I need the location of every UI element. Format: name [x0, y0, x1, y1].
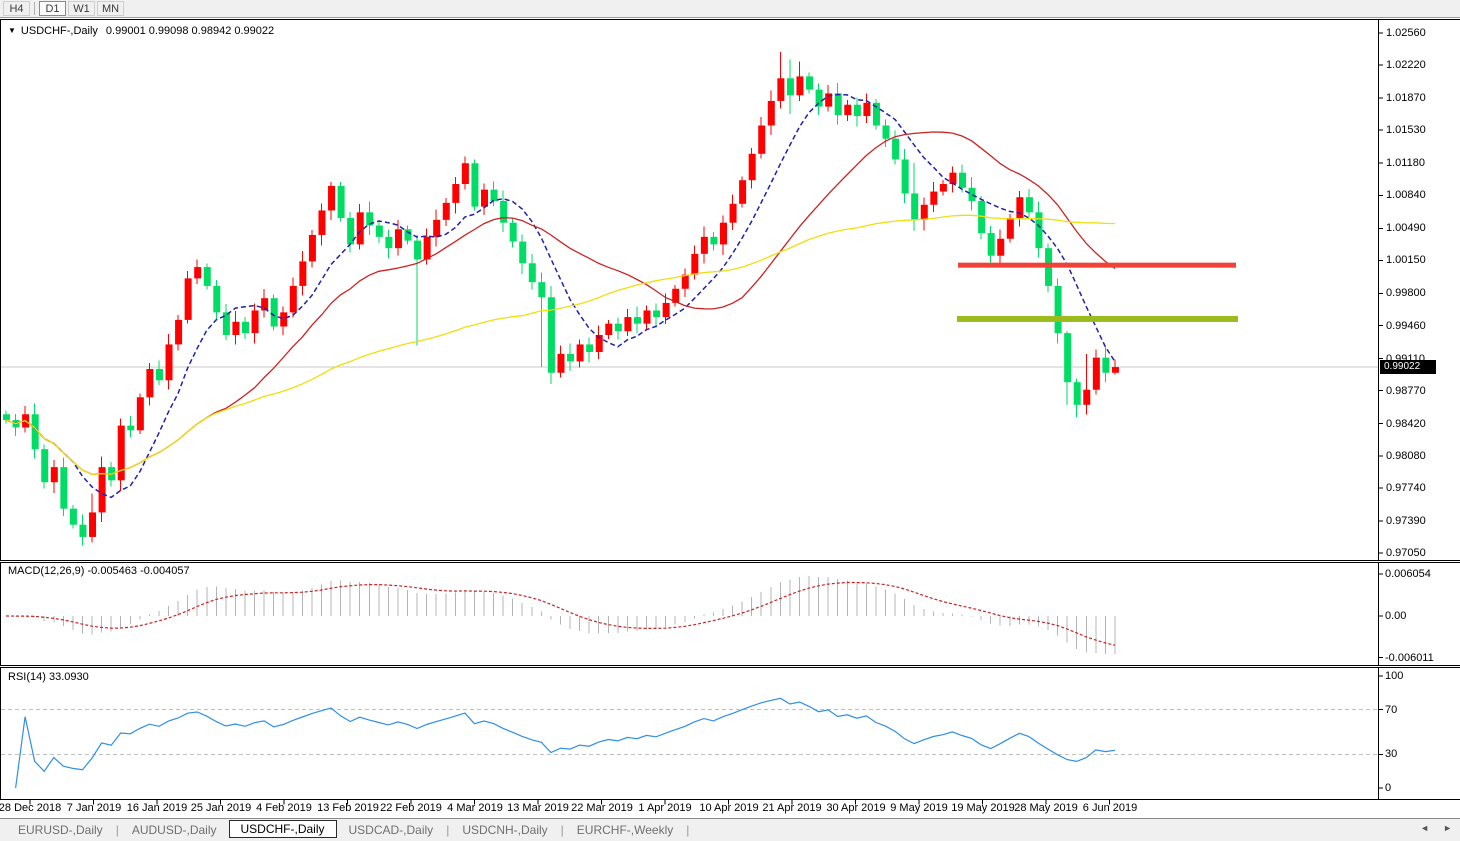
scroll-left-icon[interactable]: ◄	[1420, 823, 1430, 833]
date-axis-label: 28 May 2019	[1014, 802, 1078, 814]
date-axis-label: 9 May 2019	[890, 802, 948, 814]
timeframe-w1-button[interactable]: W1	[68, 1, 95, 16]
rsi-indicator-name: RSI(14)	[8, 671, 46, 683]
price-axis-label: 0.98770	[1386, 385, 1426, 397]
symbol-tab-bar: EURUSD-,Daily | AUDUSD-,Daily USDCHF-,Daily…	[0, 819, 1460, 841]
price-axis-label: 0.97390	[1386, 515, 1426, 527]
price-axis-label: 1.00150	[1386, 254, 1426, 266]
rsi-pane-label: RSI(14) 33.0930	[8, 671, 89, 683]
timeframe-mn-button[interactable]: MN	[97, 1, 124, 16]
price-axis-label: 0.97740	[1386, 482, 1426, 494]
date-axis-label: 4 Feb 2019	[256, 802, 312, 814]
rsi-scale-label: 100	[1385, 670, 1404, 682]
toolbar-divider	[34, 2, 35, 15]
price-axis-label: 1.01870	[1386, 92, 1426, 104]
price-axis-label: 0.98080	[1386, 450, 1426, 462]
date-axis-label: 21 Apr 2019	[762, 802, 822, 814]
date-axis-label: 19 May 2019	[951, 802, 1015, 814]
chart-title: ▼ USDCHF-,Daily 0.99001 0.99098 0.98942 0.…	[8, 25, 274, 37]
chevron-down-icon[interactable]: ▼	[8, 26, 16, 35]
price-axis-label: 0.99800	[1386, 287, 1426, 299]
date-axis-label: 25 Jan 2019	[190, 802, 252, 814]
chart-symbol-label: USDCHF-,Daily	[20, 25, 98, 37]
macd-indicator-values: -0.005463 -0.004057	[87, 565, 190, 577]
tab-separator: |	[686, 823, 690, 837]
price-axis-label: 0.99460	[1386, 320, 1426, 332]
macd-scale-label: 0.00	[1385, 610, 1407, 622]
timeframe-d1-button[interactable]: D1	[39, 1, 66, 16]
macd-scale-label: -0.006011	[1385, 652, 1434, 664]
macd-scale-label: 0.006054	[1385, 568, 1431, 580]
price-axis-label: 0.97050	[1386, 547, 1426, 559]
price-axis-label: 1.02560	[1386, 27, 1426, 39]
macd-pane-label: MACD(12,26,9) -0.005463 -0.004057	[8, 565, 190, 577]
date-axis-label: 10 Apr 2019	[699, 802, 759, 814]
price-axis-label: 0.98420	[1386, 418, 1426, 430]
date-axis-label: 16 Jan 2019	[126, 802, 188, 814]
rsi-scale-label: 70	[1385, 704, 1398, 716]
date-axis-label: 13 Mar 2019	[507, 802, 569, 814]
tab-separator: |	[560, 823, 564, 837]
tab-scroll-buttons: ◄ ►	[1420, 823, 1452, 833]
price-axis-label: 1.02220	[1386, 59, 1426, 71]
price-axis-label: 1.01530	[1386, 124, 1426, 136]
scroll-right-icon[interactable]: ►	[1443, 823, 1452, 833]
date-axis-label: 4 Mar 2019	[447, 802, 503, 814]
rsi-scale-label: 30	[1385, 748, 1398, 760]
date-axis-label: 28 Dec 2018	[0, 802, 62, 814]
tab-eurusd-daily[interactable]: EURUSD-,Daily	[18, 823, 103, 837]
rsi-scale-label: 0	[1385, 782, 1392, 794]
date-axis-label: 1 Apr 2019	[638, 802, 692, 814]
chart-ohlc-values: 0.99001 0.99098 0.98942 0.99022	[105, 25, 275, 37]
rsi-indicator-value: 33.0930	[48, 671, 89, 683]
timeframe-h4-button[interactable]: H4	[3, 1, 30, 16]
tab-separator: |	[115, 823, 119, 837]
tab-usdcad-daily[interactable]: USDCAD-,Daily	[348, 823, 434, 837]
tab-audusd-daily[interactable]: AUDUSD-,Daily	[131, 823, 217, 837]
current-price-tag: 0.99022	[1380, 360, 1436, 374]
tab-separator: |	[446, 823, 450, 837]
price-axis-label: 1.01180	[1386, 157, 1425, 169]
macd-indicator-name: MACD(12,26,9)	[8, 565, 85, 577]
date-axis-label: 13 Feb 2019	[317, 802, 379, 814]
tab-usdcnh-daily[interactable]: USDCNH-,Daily	[462, 823, 548, 837]
timeframe-toolbar: H4 D1 W1 MN	[0, 0, 1460, 18]
tab-usdchf-daily[interactable]: USDCHF-,Daily	[228, 820, 337, 838]
date-axis-label: 7 Jan 2019	[66, 802, 122, 814]
date-axis-label: 30 Apr 2019	[826, 802, 886, 814]
date-axis-label: 6 Jun 2019	[1082, 802, 1138, 814]
price-axis-label: 1.00840	[1386, 189, 1426, 201]
date-axis-label: 22 Feb 2019	[380, 802, 442, 814]
date-axis-label: 22 Mar 2019	[571, 802, 633, 814]
price-axis-label: 1.00490	[1386, 222, 1426, 234]
tab-eurchf-weekly[interactable]: EURCHF-,Weekly	[576, 823, 674, 837]
